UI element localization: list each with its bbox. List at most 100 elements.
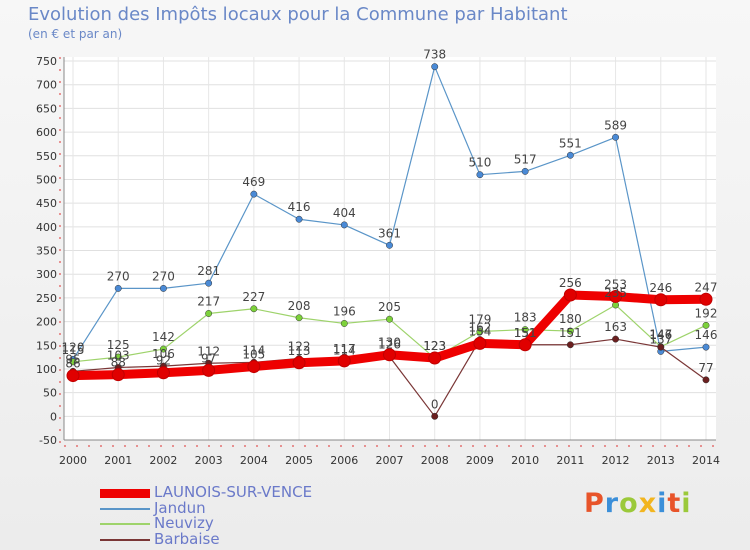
logo-letter: i bbox=[657, 488, 668, 519]
y-tick-label: 100 bbox=[36, 363, 57, 376]
legend-label-launois: LAUNOIS-SUR-VENCE bbox=[154, 483, 313, 501]
data-label-neuvizy: 196 bbox=[333, 304, 356, 318]
data-label-barbaise: 77 bbox=[698, 361, 713, 375]
data-point-launois bbox=[609, 289, 623, 303]
data-point-launois bbox=[563, 288, 577, 302]
data-label-barbaise: 146 bbox=[649, 328, 672, 342]
x-tick-label: 2014 bbox=[692, 454, 720, 467]
chart-title: Evolution des Impôts locaux pour la Comm… bbox=[28, 4, 568, 25]
data-label-neuvizy: 227 bbox=[242, 290, 265, 304]
data-label-jandun: 137 bbox=[649, 332, 672, 346]
y-tick-label: 150 bbox=[36, 339, 57, 352]
data-point-neuvizy bbox=[702, 321, 710, 329]
legend-label-neuvizy: Neuvizy bbox=[154, 514, 214, 532]
y-tick-label: 300 bbox=[36, 268, 57, 281]
data-point-launois bbox=[699, 292, 713, 306]
data-point-neuvizy bbox=[566, 327, 574, 335]
data-label-barbaise: 103 bbox=[107, 349, 130, 363]
data-point-launois bbox=[337, 354, 351, 368]
data-label-launois: 130 bbox=[378, 336, 401, 350]
data-point-neuvizy bbox=[159, 345, 167, 353]
data-label-jandun: 281 bbox=[197, 264, 220, 278]
data-point-barbaise bbox=[612, 335, 620, 343]
data-point-jandun bbox=[250, 190, 258, 198]
data-label-neuvizy: 217 bbox=[197, 295, 220, 309]
legend-swatch-neuvizy bbox=[100, 523, 150, 525]
y-tick-label: 400 bbox=[36, 221, 57, 234]
data-point-jandun bbox=[386, 241, 393, 249]
data-point-jandun bbox=[114, 284, 122, 292]
data-point-launois bbox=[473, 336, 487, 350]
x-tick-label: 2011 bbox=[556, 454, 584, 467]
data-point-jandun bbox=[340, 221, 348, 229]
data-label-jandun: 270 bbox=[152, 269, 175, 283]
proxiti-logo: Proxiti bbox=[584, 488, 692, 519]
y-tick-label: 450 bbox=[36, 197, 57, 210]
data-label-neuvizy: 180 bbox=[559, 312, 582, 326]
data-label-launois: 247 bbox=[695, 280, 718, 294]
data-label-launois: 105 bbox=[242, 348, 265, 362]
data-point-barbaise bbox=[431, 412, 439, 420]
data-label-launois: 88 bbox=[111, 356, 126, 370]
data-point-jandun bbox=[702, 343, 710, 351]
y-tick-label: 650 bbox=[36, 102, 57, 115]
data-label-barbaise: 114 bbox=[242, 343, 265, 357]
data-point-neuvizy bbox=[205, 310, 213, 317]
data-point-launois bbox=[428, 351, 442, 365]
x-tick-label: 2003 bbox=[195, 454, 223, 467]
data-label-launois: 113 bbox=[288, 344, 311, 358]
data-label-launois: 117 bbox=[333, 342, 356, 356]
data-point-launois bbox=[383, 348, 396, 362]
data-point-neuvizy bbox=[250, 305, 258, 313]
x-tick-label: 2000 bbox=[59, 454, 87, 467]
data-point-jandun bbox=[566, 151, 574, 159]
data-label-barbaise: 95 bbox=[65, 352, 80, 366]
data-label-jandun: 361 bbox=[378, 226, 401, 240]
data-label-barbaise: 126 bbox=[378, 338, 401, 352]
legend-label-jandun: Jandun bbox=[154, 499, 206, 517]
data-label-neuvizy: 125 bbox=[107, 338, 130, 352]
x-tick-label: 2002 bbox=[149, 454, 177, 467]
chart-subtitle: (en € et par an) bbox=[28, 27, 123, 41]
y-tick-label: 550 bbox=[36, 150, 57, 163]
data-point-neuvizy bbox=[386, 315, 393, 323]
data-point-jandun bbox=[159, 284, 167, 292]
data-label-jandun: 469 bbox=[242, 175, 265, 189]
data-label-launois: 246 bbox=[649, 281, 672, 295]
legend-swatch-launois bbox=[100, 489, 150, 498]
data-point-launois bbox=[202, 363, 216, 377]
y-tick-label: 750 bbox=[36, 55, 57, 68]
data-point-launois bbox=[654, 293, 668, 307]
data-label-barbaise: 163 bbox=[604, 320, 627, 334]
y-tick-label: 50 bbox=[43, 387, 57, 400]
data-point-neuvizy bbox=[295, 314, 303, 322]
data-label-jandun: 416 bbox=[288, 200, 311, 214]
data-label-jandun: 404 bbox=[333, 206, 356, 220]
data-point-jandun bbox=[295, 215, 303, 223]
data-point-neuvizy bbox=[114, 353, 122, 361]
x-tick-label: 2006 bbox=[330, 454, 358, 467]
data-label-jandun: 589 bbox=[604, 118, 627, 132]
data-label-neuvizy: 142 bbox=[152, 330, 175, 344]
data-point-jandun bbox=[431, 63, 439, 71]
data-point-neuvizy bbox=[476, 328, 484, 335]
data-label-jandun: 146 bbox=[695, 328, 718, 342]
data-label-jandun: 120 bbox=[62, 340, 85, 354]
data-label-barbaise: 112 bbox=[197, 344, 220, 358]
x-tick-label: 2001 bbox=[104, 454, 132, 467]
logo-letter: i bbox=[681, 488, 692, 519]
data-point-launois bbox=[111, 368, 125, 382]
y-tick-label: 0 bbox=[50, 410, 57, 423]
x-tick-label: 2004 bbox=[240, 454, 268, 467]
x-tick-label: 2013 bbox=[647, 454, 675, 467]
data-point-launois bbox=[247, 360, 261, 374]
data-point-launois bbox=[518, 338, 532, 352]
x-tick-label: 2007 bbox=[376, 454, 404, 467]
data-label-launois: 123 bbox=[423, 339, 446, 353]
y-tick-label: 350 bbox=[36, 245, 57, 258]
data-point-launois bbox=[156, 366, 170, 380]
y-tick-label: 250 bbox=[36, 292, 57, 305]
data-label-barbaise: 151 bbox=[514, 326, 537, 340]
data-label-barbaise: 162 bbox=[468, 321, 491, 335]
